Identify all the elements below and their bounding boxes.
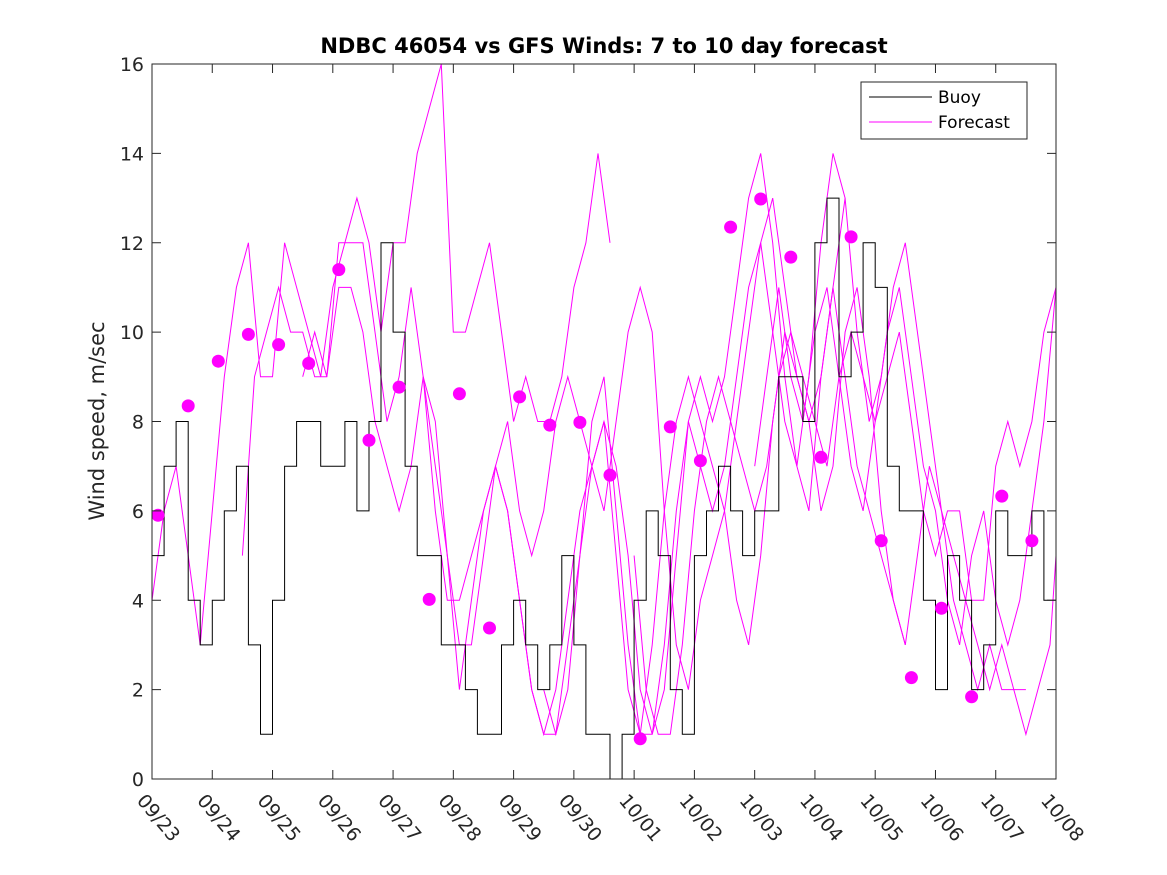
y-tick-label: 0: [132, 769, 144, 791]
forecast-point: [181, 399, 195, 413]
y-tick-label: 6: [132, 501, 144, 523]
series-layer: [151, 63, 1057, 780]
legend-label-forecast: Forecast: [938, 113, 1010, 133]
y-tick-label: 12: [120, 233, 144, 255]
forecast-point: [693, 454, 707, 468]
forecast-point: [814, 450, 828, 464]
forecast-point: [543, 418, 557, 432]
forecast-point: [603, 468, 617, 482]
forecast-point: [573, 415, 587, 429]
forecast-series-line-6: [633, 287, 1057, 735]
forecast-point: [332, 263, 346, 277]
forecast-point: [754, 192, 768, 206]
forecast-series-line-7: [754, 287, 1057, 647]
forecast-point: [935, 601, 948, 615]
chart-title: NDBC 46054 vs GFS Winds: 7 to 10 day for…: [320, 34, 887, 58]
y-tick-label: 14: [120, 143, 144, 165]
forecast-point: [151, 508, 165, 522]
y-tick-label: 4: [132, 590, 144, 612]
forecast-point: [483, 621, 496, 635]
y-tick-label: 8: [132, 412, 144, 434]
legend-box: [860, 81, 1028, 140]
forecast-point: [784, 250, 798, 264]
forecast-point: [362, 433, 376, 447]
forecast-point: [904, 671, 918, 685]
forecast-point: [633, 732, 647, 746]
y-tick-label: 2: [132, 680, 144, 702]
forecast-point: [241, 327, 255, 341]
forecast-series-line-2: [241, 197, 846, 690]
forecast-point: [724, 220, 738, 234]
buoy-series-line: [152, 197, 1056, 780]
y-axis-label: Wind speed, m/sec: [85, 321, 109, 520]
forecast-point: [392, 380, 406, 394]
y-tick-label: 10: [120, 322, 144, 344]
legend-label-buoy: Buoy: [938, 88, 981, 108]
forecast-point: [663, 420, 677, 434]
forecast-point: [211, 354, 225, 368]
forecast-point: [995, 489, 1009, 503]
forecast-point: [302, 356, 316, 370]
forecast-point: [513, 390, 527, 404]
y-tick-label: 16: [120, 54, 144, 76]
forecast-points-layer: [151, 192, 1039, 746]
forecast-point: [272, 338, 286, 352]
forecast-point: [1025, 534, 1039, 548]
forecast-point: [965, 690, 979, 704]
forecast-point: [422, 592, 436, 606]
forecast-point: [874, 534, 888, 548]
legend: Buoy Forecast: [860, 81, 1028, 140]
forecast-point: [452, 387, 466, 401]
forecast-point: [844, 230, 858, 244]
